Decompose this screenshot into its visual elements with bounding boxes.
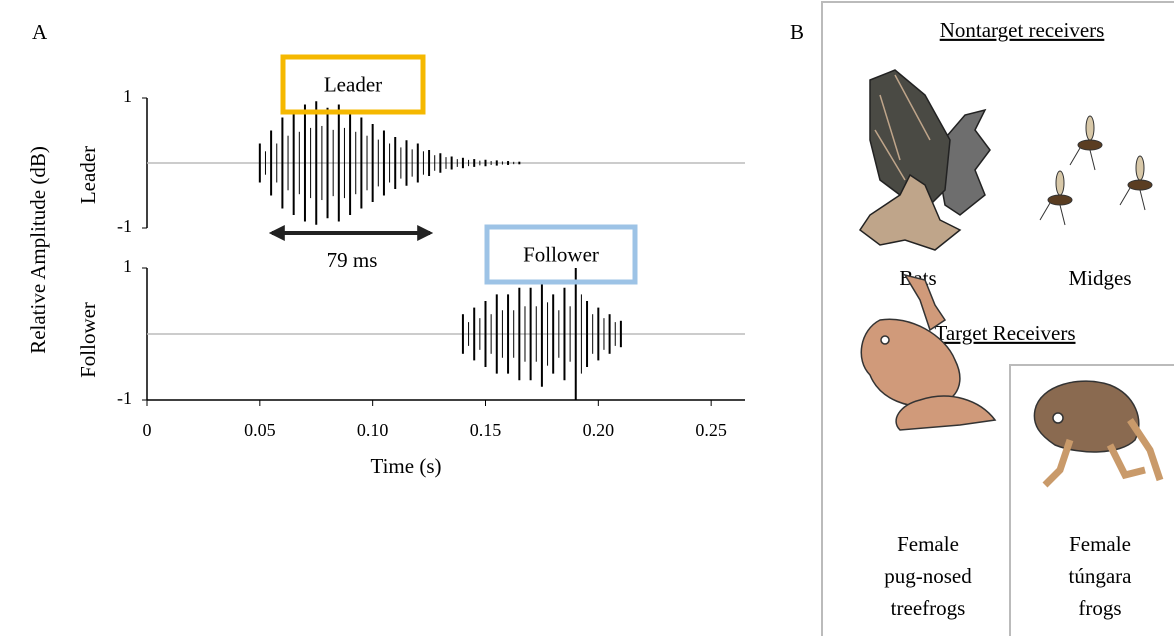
- x-tick-label: 0.10: [357, 420, 389, 440]
- x-tick-label: 0.15: [470, 420, 502, 440]
- legend-label: Leader: [324, 72, 382, 96]
- y-tick-label: 1: [123, 86, 132, 106]
- section-title: Target Receivers: [935, 321, 1076, 345]
- x-tick-label: 0.25: [695, 420, 727, 440]
- treefrog-illustration: [860, 273, 997, 431]
- y-axis-label: Relative Amplitude (dB): [26, 146, 50, 354]
- x-tick-label: 0.20: [583, 420, 615, 440]
- panel-border: [821, 1, 1174, 636]
- label: treefrogs: [891, 596, 966, 620]
- legend-box: [280, 54, 426, 115]
- section-title: Nontarget receivers: [940, 18, 1105, 42]
- tungara-illustration: [1033, 380, 1164, 488]
- annotation: 79 ms: [327, 248, 378, 272]
- label: frogs: [1078, 596, 1121, 620]
- label: Female: [897, 532, 959, 556]
- panel-label: A: [32, 20, 48, 44]
- y-tick-label: -1: [117, 388, 132, 408]
- x-tick-label: 0.05: [244, 420, 276, 440]
- legend-box: [484, 224, 638, 285]
- label: pug-nosed: [884, 564, 972, 588]
- panel-label: B: [790, 20, 804, 44]
- panel-ylabel: Leader: [76, 146, 100, 204]
- panel-border: [1009, 364, 1174, 636]
- label: Female: [1069, 532, 1131, 556]
- x-axis-label: Time (s): [371, 454, 442, 478]
- label: túngara: [1069, 564, 1133, 588]
- y-tick-label: -1: [117, 216, 132, 236]
- panel-b: B Nontarget receivers Bats Midges Target…: [790, 1, 1174, 636]
- label: Midges: [1069, 266, 1132, 290]
- panel-ylabel: Follower: [76, 302, 100, 378]
- midge-illustration: [1039, 115, 1153, 226]
- y-tick-label: 1: [123, 256, 132, 276]
- bat-illustration: [858, 69, 991, 251]
- legend-label: Follower: [523, 242, 599, 266]
- x-tick-label: 0: [143, 420, 152, 440]
